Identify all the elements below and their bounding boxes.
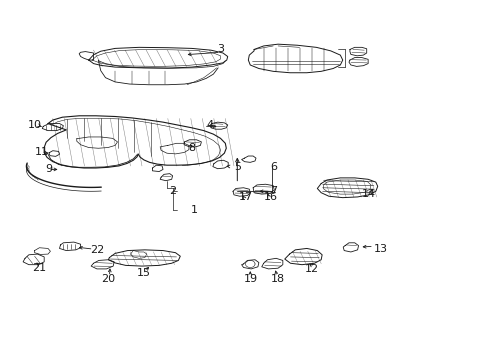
Text: 1: 1: [190, 205, 197, 215]
Text: 12: 12: [304, 264, 318, 274]
Text: 5: 5: [233, 162, 241, 172]
Text: 3: 3: [217, 45, 224, 54]
Text: 14: 14: [361, 189, 375, 199]
Text: 10: 10: [27, 120, 41, 130]
Text: 16: 16: [264, 192, 277, 202]
Text: 22: 22: [90, 245, 104, 255]
Text: 6: 6: [269, 162, 276, 172]
Text: 13: 13: [373, 244, 387, 254]
Text: 8: 8: [188, 143, 195, 153]
Text: 15: 15: [137, 269, 151, 279]
Text: 21: 21: [32, 263, 46, 273]
Text: 9: 9: [45, 165, 53, 174]
Text: 18: 18: [270, 274, 285, 284]
Text: 17: 17: [238, 192, 252, 202]
Text: 20: 20: [101, 274, 115, 284]
Text: 7: 7: [269, 186, 276, 196]
Text: 4: 4: [206, 120, 213, 130]
Text: 19: 19: [244, 274, 258, 284]
Text: 2: 2: [169, 186, 176, 195]
Text: 11: 11: [35, 147, 48, 157]
